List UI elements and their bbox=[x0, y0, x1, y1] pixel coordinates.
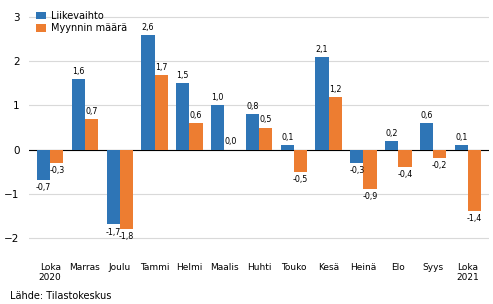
Bar bbox=[363, 150, 377, 189]
Text: -0,3: -0,3 bbox=[349, 166, 364, 175]
Bar bbox=[385, 141, 398, 150]
Bar bbox=[176, 84, 189, 150]
Text: -1,7: -1,7 bbox=[106, 227, 121, 237]
Text: 1,0: 1,0 bbox=[211, 93, 224, 102]
Bar bbox=[246, 114, 259, 150]
Text: -0,3: -0,3 bbox=[49, 166, 65, 175]
Text: -1,4: -1,4 bbox=[467, 214, 482, 223]
Text: -0,5: -0,5 bbox=[293, 174, 308, 184]
Bar bbox=[420, 123, 433, 150]
Bar bbox=[329, 97, 342, 150]
Text: 0,8: 0,8 bbox=[246, 102, 259, 111]
Text: 0,1: 0,1 bbox=[281, 133, 293, 142]
Bar bbox=[259, 127, 272, 150]
Bar bbox=[37, 150, 50, 180]
Bar bbox=[294, 150, 307, 171]
Text: 0,1: 0,1 bbox=[455, 133, 467, 142]
Bar bbox=[211, 105, 224, 150]
Text: 1,6: 1,6 bbox=[72, 67, 84, 76]
Text: 2,1: 2,1 bbox=[316, 45, 328, 54]
Text: 1,5: 1,5 bbox=[176, 71, 189, 80]
Text: 2,6: 2,6 bbox=[141, 23, 154, 32]
Bar bbox=[350, 150, 363, 163]
Text: -0,2: -0,2 bbox=[432, 161, 448, 171]
Text: -0,9: -0,9 bbox=[362, 192, 378, 201]
Bar bbox=[85, 119, 98, 150]
Text: 1,2: 1,2 bbox=[329, 85, 342, 94]
Bar bbox=[72, 79, 85, 150]
Bar bbox=[50, 150, 64, 163]
Text: 0,7: 0,7 bbox=[85, 107, 98, 116]
Bar bbox=[281, 145, 294, 150]
Bar bbox=[455, 145, 468, 150]
Bar bbox=[141, 35, 155, 150]
Text: 0,0: 0,0 bbox=[225, 137, 237, 147]
Text: Lähde: Tilastokeskus: Lähde: Tilastokeskus bbox=[10, 291, 111, 301]
Bar bbox=[398, 150, 412, 167]
Bar bbox=[316, 57, 329, 150]
Bar bbox=[433, 150, 446, 158]
Text: -0,4: -0,4 bbox=[397, 170, 413, 179]
Text: 0,5: 0,5 bbox=[259, 116, 272, 124]
Bar bbox=[155, 75, 168, 150]
Text: 1,7: 1,7 bbox=[155, 63, 168, 71]
Bar bbox=[106, 150, 120, 224]
Text: 0,6: 0,6 bbox=[190, 111, 202, 120]
Bar bbox=[120, 150, 133, 229]
Text: -1,8: -1,8 bbox=[119, 232, 134, 241]
Text: 0,2: 0,2 bbox=[386, 129, 398, 138]
Bar bbox=[189, 123, 203, 150]
Text: 0,6: 0,6 bbox=[421, 111, 433, 120]
Legend: Liikevaihto, Myynnin määrä: Liikevaihto, Myynnin määrä bbox=[34, 9, 129, 35]
Text: -0,7: -0,7 bbox=[36, 183, 51, 192]
Bar bbox=[468, 150, 481, 211]
